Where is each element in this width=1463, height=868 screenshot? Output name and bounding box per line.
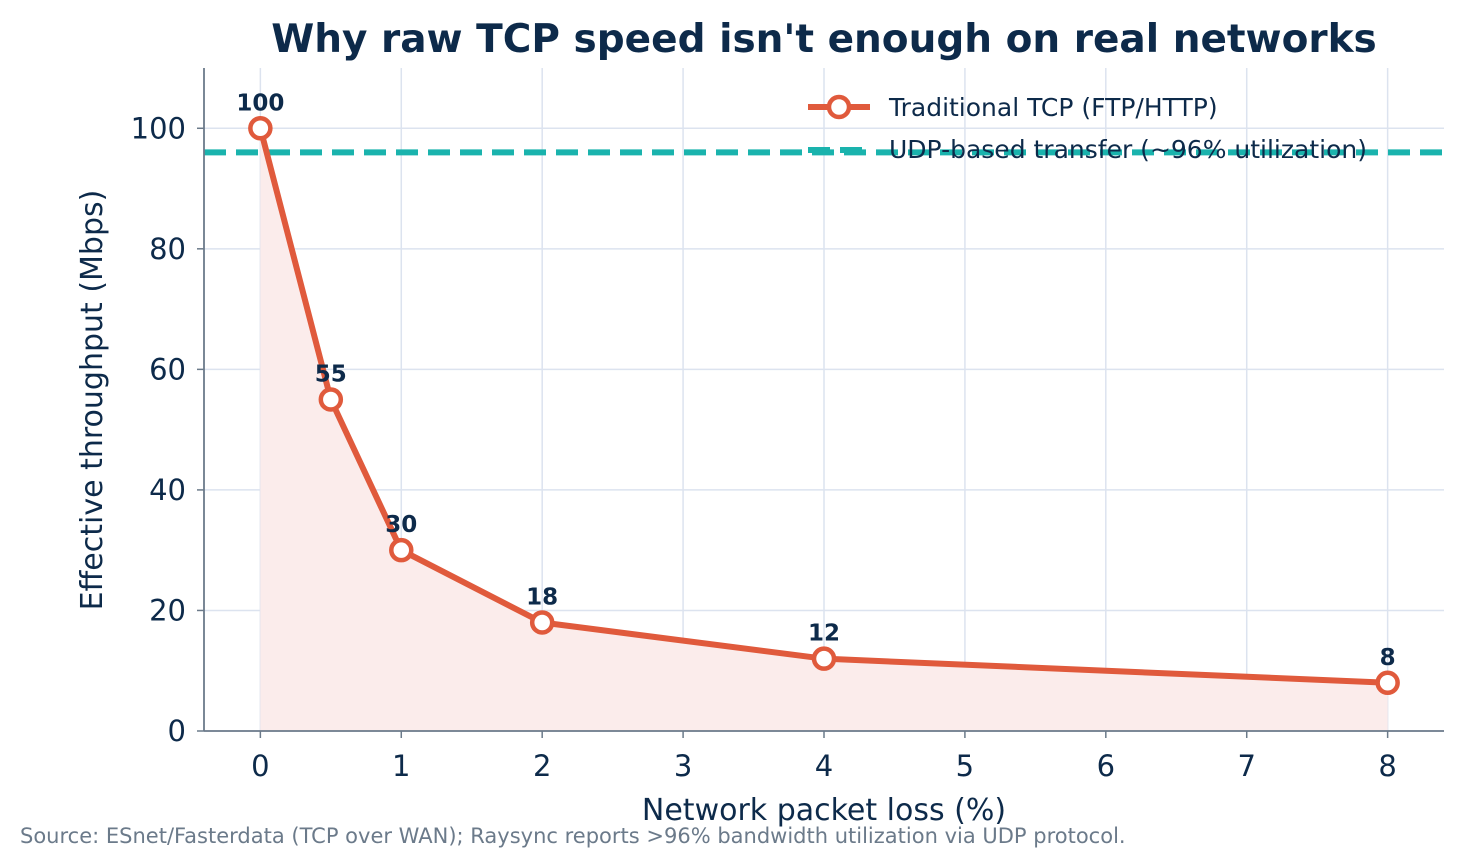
data-label: 30 (385, 512, 417, 538)
tcp-series (248, 116, 1400, 696)
x-tick-label: 4 (815, 749, 833, 783)
x-tick-label: 2 (533, 749, 551, 783)
y-tick-label: 100 (131, 111, 186, 145)
tcp-point[interactable] (1375, 670, 1400, 696)
data-label: 18 (526, 585, 558, 611)
y-tick-label: 0 (168, 714, 186, 748)
x-tick-label: 8 (1378, 749, 1396, 783)
y-tick-label: 40 (149, 473, 186, 507)
data-label: 55 (315, 362, 347, 388)
y-tick-label: 60 (149, 352, 186, 386)
tcp-point[interactable] (248, 116, 273, 141)
data-label: 100 (236, 90, 284, 116)
x-tick-label: 3 (674, 749, 692, 783)
y-tick-label: 80 (149, 232, 186, 266)
tcp-point[interactable] (318, 387, 344, 412)
legend-tcp-label: Traditional TCP (FTP/HTTP) (888, 93, 1218, 122)
y-axis-label: Effective throughput (Mbps) (75, 190, 110, 611)
area-fill (260, 128, 1388, 732)
legend: Traditional TCP (FTP/HTTP) UDP-based tran… (808, 93, 1367, 164)
tcp-area (260, 128, 1388, 732)
tcp-point[interactable] (529, 610, 555, 635)
x-tick-label: 7 (1238, 749, 1256, 783)
y-tick-label: 20 (149, 593, 186, 627)
legend-tcp-marker (826, 94, 852, 120)
x-tick-label: 1 (392, 749, 410, 783)
x-tick-label: 5 (956, 749, 974, 783)
legend-udp-label: UDP-based transfer (~96% utilization) (889, 135, 1367, 164)
tcp-point[interactable] (389, 537, 414, 563)
x-tick-label: 0 (251, 749, 269, 783)
x-tick-label: 6 (1097, 749, 1115, 783)
data-labels: 100 55 30 18 12 8 (236, 90, 1395, 671)
source-note: Source: ESnet/Fasterdata (TCP over WAN);… (20, 824, 1126, 848)
chart-title: Why raw TCP speed isn't enough on real n… (271, 17, 1377, 62)
data-label: 8 (1380, 645, 1396, 671)
tcp-point[interactable] (811, 646, 837, 671)
axes (197, 68, 1444, 738)
tcp-line (257, 125, 1391, 686)
data-label: 12 (808, 621, 840, 647)
x-axis-label: Network packet loss (%) (642, 793, 1006, 828)
